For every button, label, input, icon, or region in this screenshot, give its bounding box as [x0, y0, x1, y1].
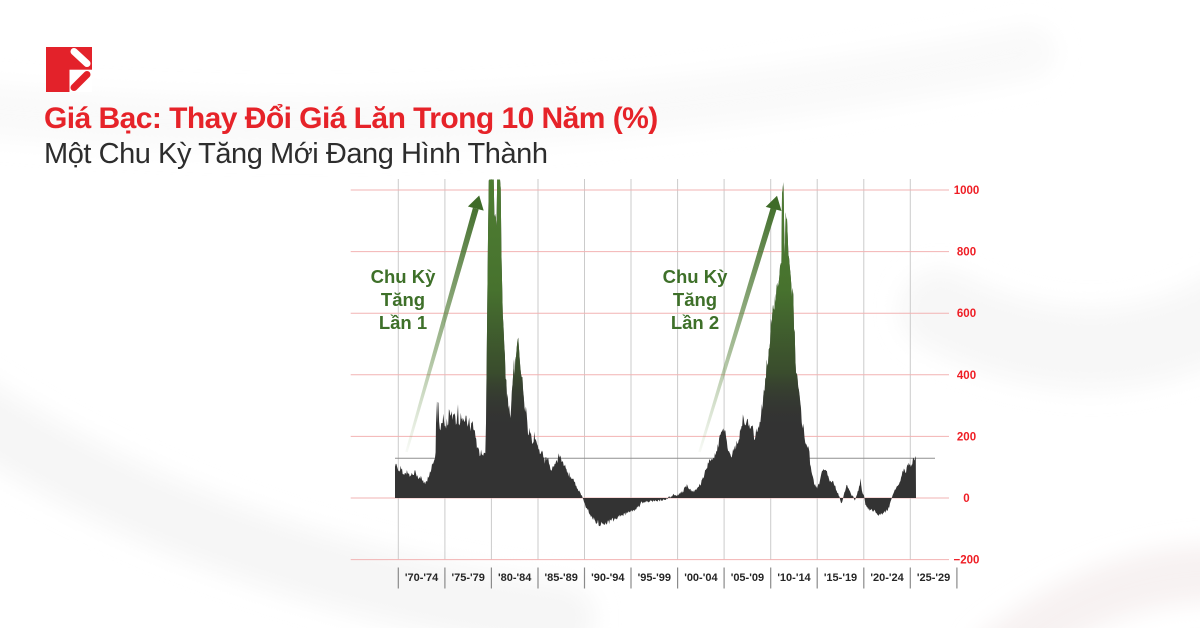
- svg-text:Chu Kỳ: Chu Kỳ: [663, 266, 728, 287]
- svg-text:'15-'19: '15-'19: [824, 572, 857, 584]
- svg-text:Lần 1: Lần 1: [379, 312, 427, 333]
- svg-text:'85-'89: '85-'89: [545, 572, 578, 584]
- svg-text:400: 400: [957, 370, 976, 382]
- svg-text:'80-'84: '80-'84: [498, 572, 532, 584]
- svg-text:Lần 2: Lần 2: [671, 312, 719, 333]
- svg-text:600: 600: [957, 308, 976, 320]
- svg-text:1000: 1000: [954, 185, 980, 197]
- svg-text:0: 0: [963, 493, 969, 505]
- svg-text:800: 800: [957, 247, 976, 259]
- svg-text:Chu Kỳ: Chu Kỳ: [371, 266, 436, 287]
- svg-text:'10-'14: '10-'14: [777, 572, 811, 584]
- svg-text:Tăng: Tăng: [673, 289, 717, 310]
- svg-text:Tăng: Tăng: [381, 289, 425, 310]
- svg-text:200: 200: [957, 431, 976, 443]
- svg-text:'70-'74: '70-'74: [405, 572, 439, 584]
- svg-text:'05-'09: '05-'09: [731, 572, 764, 584]
- svg-text:'90-'94: '90-'94: [591, 572, 625, 584]
- svg-text:'25-'29: '25-'29: [917, 572, 950, 584]
- svg-text:'20-'24: '20-'24: [870, 572, 904, 584]
- svg-text:'75-'79: '75-'79: [452, 572, 485, 584]
- svg-text:'00-'04: '00-'04: [684, 572, 718, 584]
- svg-text:'95-'99: '95-'99: [638, 572, 671, 584]
- svg-text:−200: −200: [954, 555, 980, 567]
